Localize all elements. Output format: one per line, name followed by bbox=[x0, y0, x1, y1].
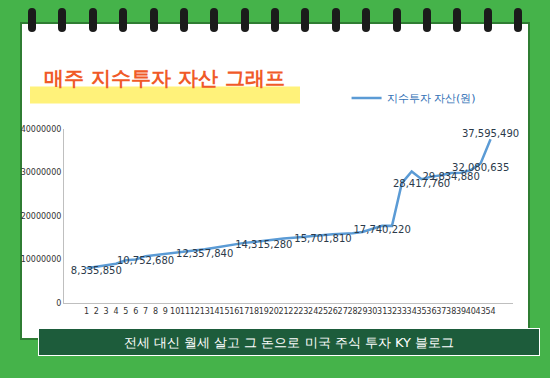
svg-text:4: 4 bbox=[113, 307, 118, 316]
svg-text:14,315,280: 14,315,280 bbox=[235, 239, 292, 250]
svg-text:5: 5 bbox=[123, 307, 128, 316]
svg-text:24: 24 bbox=[308, 307, 318, 316]
svg-text:12: 12 bbox=[190, 307, 200, 316]
svg-text:13: 13 bbox=[200, 307, 210, 316]
svg-text:43: 43 bbox=[476, 307, 486, 316]
svg-text:7: 7 bbox=[143, 307, 148, 316]
svg-text:39: 39 bbox=[456, 307, 466, 316]
svg-text:17,740,220: 17,740,220 bbox=[353, 224, 410, 235]
svg-text:30: 30 bbox=[367, 307, 377, 316]
svg-text:3: 3 bbox=[104, 307, 109, 316]
svg-text:33: 33 bbox=[397, 307, 407, 316]
svg-text:37,595,490: 37,595,490 bbox=[462, 128, 519, 139]
svg-text:21: 21 bbox=[278, 307, 288, 316]
svg-text:0: 0 bbox=[56, 299, 61, 308]
svg-text:27: 27 bbox=[338, 307, 348, 316]
svg-text:20000000: 20000000 bbox=[21, 212, 62, 221]
svg-text:22: 22 bbox=[288, 307, 298, 316]
svg-text:18: 18 bbox=[249, 307, 259, 316]
svg-text:2: 2 bbox=[94, 307, 99, 316]
svg-text:26: 26 bbox=[328, 307, 338, 316]
svg-text:25: 25 bbox=[318, 307, 328, 316]
svg-text:28: 28 bbox=[347, 307, 357, 316]
svg-text:10: 10 bbox=[170, 307, 180, 316]
svg-text:40000000: 40000000 bbox=[21, 125, 62, 134]
svg-text:29,834,880: 29,834,880 bbox=[422, 171, 479, 182]
svg-text:36: 36 bbox=[426, 307, 436, 316]
svg-text:40: 40 bbox=[466, 307, 476, 316]
svg-text:9: 9 bbox=[163, 307, 168, 316]
svg-text:11: 11 bbox=[180, 307, 190, 316]
svg-text:19: 19 bbox=[259, 307, 269, 316]
svg-text:10000000: 10000000 bbox=[21, 255, 62, 264]
svg-text:29: 29 bbox=[357, 307, 367, 316]
svg-text:12,357,840: 12,357,840 bbox=[176, 248, 233, 259]
svg-text:32,080,635: 32,080,635 bbox=[452, 162, 509, 173]
svg-text:1: 1 bbox=[84, 307, 89, 316]
svg-text:20: 20 bbox=[269, 307, 279, 316]
svg-text:전세 대신 월세 살고 그 돈으로 미국 주식 투자 KY: 전세 대신 월세 살고 그 돈으로 미국 주식 투자 KY 블로그 bbox=[124, 335, 454, 350]
svg-text:15,701,810: 15,701,810 bbox=[294, 233, 351, 244]
svg-text:30000000: 30000000 bbox=[21, 168, 62, 177]
svg-text:28,417,760: 28,417,760 bbox=[393, 178, 450, 189]
svg-text:17: 17 bbox=[239, 307, 249, 316]
svg-text:32: 32 bbox=[387, 307, 397, 316]
svg-text:8,335,850: 8,335,850 bbox=[71, 265, 122, 276]
svg-text:54: 54 bbox=[485, 307, 495, 316]
svg-text:8: 8 bbox=[153, 307, 158, 316]
svg-text:35: 35 bbox=[416, 307, 426, 316]
svg-text:15: 15 bbox=[219, 307, 229, 316]
svg-text:37: 37 bbox=[436, 307, 446, 316]
svg-text:6: 6 bbox=[133, 307, 138, 316]
svg-text:지수투자 자산(원): 지수투자 자산(원) bbox=[387, 92, 476, 105]
svg-text:34: 34 bbox=[407, 307, 417, 316]
svg-text:16: 16 bbox=[229, 307, 239, 316]
svg-text:매주 지수투자 자산 그래프: 매주 지수투자 자산 그래프 bbox=[44, 66, 285, 90]
svg-text:23: 23 bbox=[298, 307, 308, 316]
svg-text:10,752,680: 10,752,680 bbox=[117, 255, 174, 266]
svg-text:14: 14 bbox=[209, 307, 219, 316]
svg-text:38: 38 bbox=[446, 307, 456, 316]
svg-text:31: 31 bbox=[377, 307, 387, 316]
